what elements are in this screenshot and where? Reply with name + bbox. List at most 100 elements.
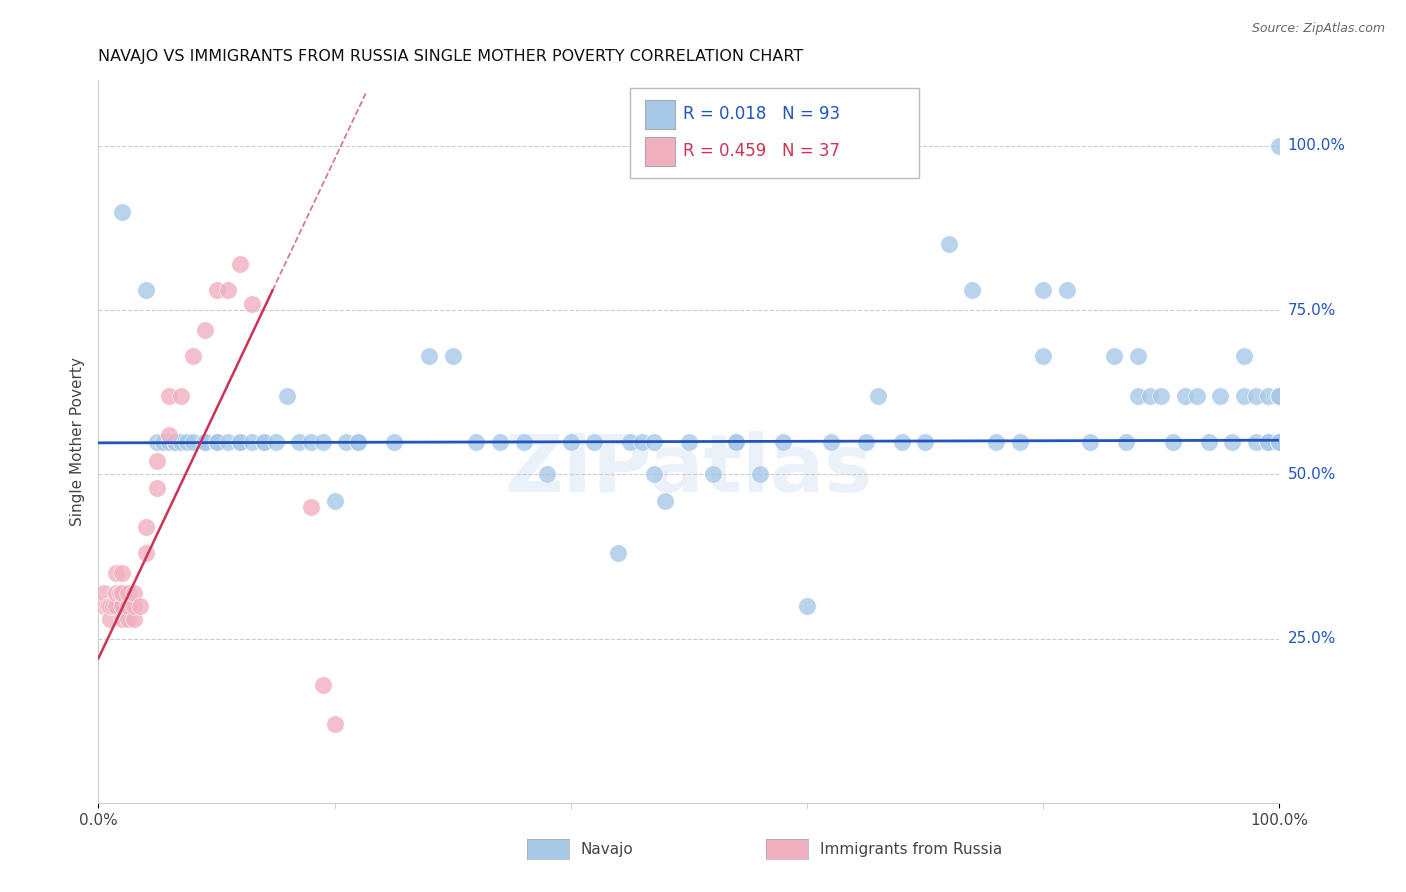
Point (117, 599, 139, 613)
Point (1115, 434, 1137, 449)
Point (536, 467, 558, 482)
Point (135, 546, 157, 560)
Point (194, 434, 217, 449)
Point (105, 599, 128, 613)
Point (796, 599, 818, 613)
Point (240, 434, 263, 449)
Point (583, 434, 606, 449)
Point (264, 434, 287, 449)
Point (122, 599, 145, 613)
Point (1244, 388, 1267, 402)
Text: R = 0.018   N = 93: R = 0.018 N = 93 (683, 105, 841, 123)
Point (111, 612, 134, 626)
Point (489, 434, 512, 449)
Point (157, 434, 180, 449)
Point (772, 434, 794, 449)
Point (157, 388, 180, 402)
Point (323, 493, 346, 508)
Point (1268, 434, 1291, 449)
Point (1209, 388, 1232, 402)
Point (725, 434, 748, 449)
Point (1161, 434, 1184, 449)
Point (205, 434, 228, 449)
Point (165, 434, 187, 449)
Point (146, 434, 169, 449)
Point (111, 566, 134, 580)
Point (205, 434, 228, 449)
Point (117, 612, 139, 626)
Point (229, 434, 252, 449)
Point (1257, 388, 1279, 402)
Point (205, 284, 228, 298)
Point (312, 677, 335, 691)
Point (111, 599, 134, 613)
Point (176, 434, 198, 449)
Point (205, 434, 228, 449)
Point (288, 434, 311, 449)
Point (855, 434, 877, 449)
Point (1268, 388, 1291, 402)
Point (418, 349, 440, 363)
Point (441, 349, 464, 363)
Point (630, 434, 652, 449)
Text: 75.0%: 75.0% (1288, 302, 1336, 318)
Point (157, 428, 180, 442)
Point (702, 467, 724, 482)
Point (299, 434, 322, 449)
Point (146, 454, 169, 468)
Point (1220, 434, 1243, 449)
Point (1198, 434, 1220, 449)
Point (335, 434, 357, 449)
Point (1008, 434, 1031, 449)
Point (135, 520, 157, 534)
Point (914, 434, 936, 449)
Point (111, 585, 134, 599)
Point (152, 434, 174, 449)
Point (984, 434, 1007, 449)
Point (299, 500, 322, 515)
Text: R = 0.459   N = 37: R = 0.459 N = 37 (683, 142, 839, 160)
Point (229, 257, 252, 271)
Point (194, 434, 217, 449)
Point (1268, 388, 1291, 402)
Point (890, 434, 912, 449)
Point (97, 599, 120, 613)
Point (165, 434, 187, 449)
Point (217, 434, 239, 449)
Point (347, 434, 370, 449)
Point (253, 434, 276, 449)
FancyBboxPatch shape (630, 87, 920, 178)
Point (607, 546, 630, 560)
Text: Navajo: Navajo (581, 842, 634, 856)
Point (253, 434, 276, 449)
Point (654, 493, 676, 508)
Point (1233, 388, 1256, 402)
Point (1257, 434, 1279, 449)
Point (101, 599, 124, 613)
Point (643, 467, 665, 482)
Point (1126, 388, 1149, 402)
Point (312, 434, 335, 449)
Point (98, 612, 121, 626)
Point (1244, 434, 1267, 449)
Point (194, 434, 217, 449)
Point (105, 585, 128, 599)
Point (619, 434, 641, 449)
Text: Source: ZipAtlas.com: Source: ZipAtlas.com (1251, 22, 1385, 36)
Y-axis label: Single Mother Poverty: Single Mother Poverty (70, 357, 86, 526)
FancyBboxPatch shape (645, 136, 675, 166)
Point (1268, 139, 1291, 153)
Point (1257, 434, 1279, 449)
Point (1032, 349, 1054, 363)
Point (146, 481, 169, 495)
Point (560, 434, 582, 449)
Point (643, 434, 665, 449)
Point (229, 434, 252, 449)
Point (678, 434, 700, 449)
Point (170, 434, 193, 449)
Point (1126, 349, 1149, 363)
Point (105, 566, 128, 580)
Point (217, 284, 239, 298)
Text: Immigrants from Russia: Immigrants from Russia (820, 842, 1002, 856)
Point (98, 599, 121, 613)
